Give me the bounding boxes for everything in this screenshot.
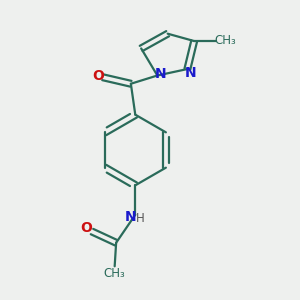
Text: CH₃: CH₃ xyxy=(215,34,236,47)
Text: O: O xyxy=(80,221,92,235)
Text: O: O xyxy=(92,69,104,83)
Text: H: H xyxy=(136,212,145,225)
Text: N: N xyxy=(155,67,167,81)
Text: N: N xyxy=(185,66,197,80)
Text: CH₃: CH₃ xyxy=(104,267,125,280)
Text: N: N xyxy=(125,210,137,224)
